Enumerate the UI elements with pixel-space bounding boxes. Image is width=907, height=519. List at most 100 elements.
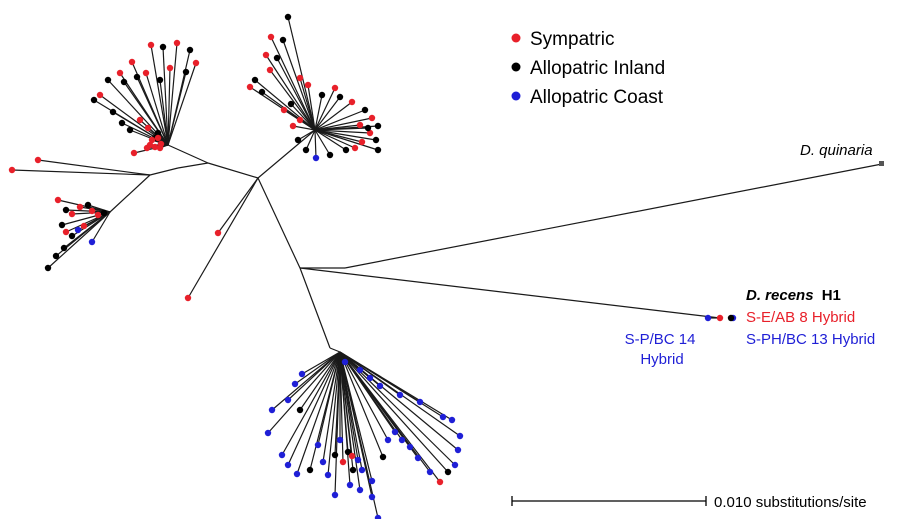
upper-left-clade-tip (166, 64, 174, 72)
upper-right-clade-branch (287, 16, 316, 131)
upper-right-clade-tip (267, 33, 275, 41)
backbone-branch (207, 162, 259, 179)
bottom-clade-tip (414, 454, 422, 462)
upper-left-clade-branch (136, 76, 169, 146)
upper-right-clade-tip (326, 151, 334, 159)
upper-right-clade-branch (314, 129, 363, 143)
upper-right-clade-branch (314, 129, 379, 151)
bottom-clade-tip (454, 446, 462, 454)
quinaria-label: D. quinaria (800, 142, 873, 159)
left-clade-tip (80, 222, 88, 230)
bottom-clade-tip (341, 358, 349, 366)
upper-right-clade-branch (314, 101, 353, 131)
upper-right-clade-tip (294, 136, 302, 144)
bottom-clade-tip (368, 493, 376, 501)
bottom-clade-branch (339, 351, 384, 458)
upper-left-clade-tip (157, 140, 165, 148)
upper-right-clade-tip (279, 36, 287, 44)
left-clade-tip (60, 244, 68, 252)
bottom-clade-branch (301, 351, 341, 375)
upper-right-clade-tip (374, 146, 382, 154)
upper-left-clade-branch (167, 67, 171, 146)
upper-right-clade-tip (368, 114, 376, 122)
bottom-clade-branch (339, 351, 361, 371)
upper-left-clade-tip (182, 68, 190, 76)
bottom-clade-branch (271, 351, 341, 411)
bottom-clade-tip (436, 478, 444, 486)
upper-left-clade-tip (133, 73, 141, 81)
upper-right-clade-branch (314, 94, 323, 131)
left-clade-tip (94, 211, 102, 219)
upper-right-clade-branch (292, 125, 316, 131)
recens-species: D. recens (746, 287, 814, 304)
upper-right-clade-branch (314, 129, 371, 134)
upper-right-clade-tip (331, 84, 339, 92)
upper-right-clade-tip (251, 76, 259, 84)
bottom-clade-tip (451, 461, 459, 469)
bottom-clade-tip (349, 466, 357, 474)
backbone-branch (257, 129, 316, 179)
tree-tips (8, 13, 737, 519)
bottom-clade-branch (327, 351, 341, 476)
upper-right-clade-tip (273, 54, 281, 62)
bottom-clade-tip (298, 370, 306, 378)
left-clade-tip (68, 232, 76, 240)
upper-right-clade-tip (351, 144, 359, 152)
left-clade-branch (63, 211, 111, 249)
bottom-clade-tip (366, 374, 374, 382)
upper-right-clade-tip (304, 81, 312, 89)
bottom-clade-tip (331, 491, 339, 499)
upper-left-clade-branch (167, 62, 197, 146)
upper-right-clade-tip (287, 100, 295, 108)
left-clade-tip (76, 203, 84, 211)
left-clade-tip (62, 206, 70, 214)
left-clade-branch (91, 211, 111, 243)
upper-right-clade-tip (289, 122, 297, 130)
bottom-clade-branch (296, 351, 341, 475)
hybrid-se-ab8-label: S-E/AB 8 Hybrid (746, 309, 855, 326)
left-clade-tip (100, 209, 108, 217)
legend-dot-coast (511, 91, 521, 101)
upper-right-clade-tip (342, 146, 350, 154)
bottom-clade-tip (348, 452, 356, 460)
tip-dot (184, 294, 192, 302)
tip-dot (8, 166, 16, 174)
upper-right-clade-tip (372, 136, 380, 144)
upper-right-clade-tip (364, 124, 372, 132)
bottom-clade-branch (322, 351, 341, 463)
upper-right-clade-tip (361, 106, 369, 114)
bottom-clade-tip (374, 514, 382, 519)
branch (11, 169, 151, 176)
upper-left-clade-tip (90, 96, 98, 104)
branch (217, 177, 259, 234)
upper-left-clade-tip (159, 43, 167, 51)
bottom-clade-branch (339, 351, 363, 471)
upper-right-clade-branch (305, 129, 316, 151)
upper-right-clade-branch (314, 127, 369, 131)
bottom-clade-branch (339, 351, 421, 403)
upper-left-clade-branch (150, 44, 169, 146)
left-clade-tip (54, 196, 62, 204)
bottom-clade-tip (406, 443, 414, 451)
bottom-clade-tip (384, 436, 392, 444)
bottom-clade-tip (379, 453, 387, 461)
bottom-clade-tip (368, 477, 376, 485)
branch (187, 177, 259, 299)
bottom-clade-branch (267, 351, 341, 434)
upper-right-clade-branch (254, 79, 316, 131)
upper-left-clade-tip (118, 119, 126, 127)
upper-left-clade-tip (154, 134, 162, 142)
bottom-clade-tip (444, 468, 452, 476)
upper-left-clade-tip (146, 141, 154, 149)
upper-right-clade-tip (296, 116, 304, 124)
bottom-clade-branch (339, 351, 441, 483)
upper-right-clade-tip (358, 138, 366, 146)
upper-left-clade-tip (109, 108, 117, 116)
bottom-clade-tip (319, 458, 327, 466)
bottom-clade-tip (358, 466, 366, 474)
upper-left-clade-branch (167, 71, 187, 146)
recens-h1-tip (727, 314, 735, 322)
upper-right-clade-branch (297, 129, 316, 141)
bottom-clade-tip (376, 382, 384, 390)
